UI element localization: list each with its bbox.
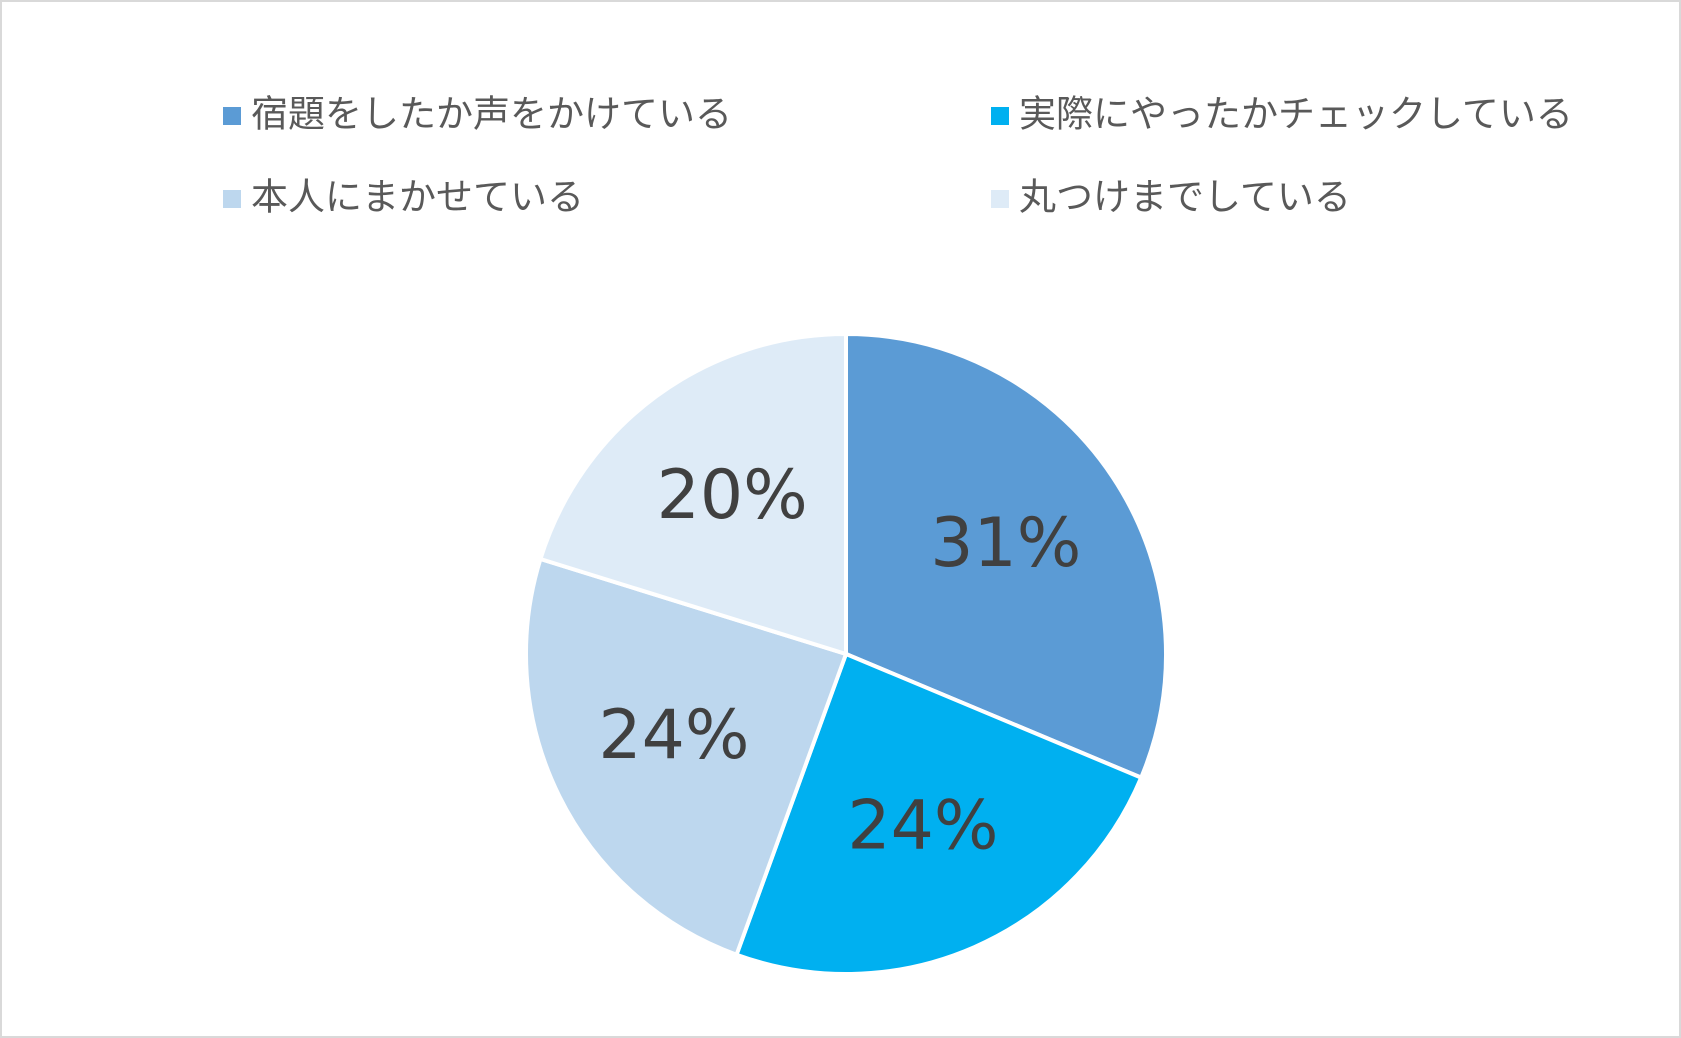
data-label: 24% (847, 786, 998, 865)
pie-slice (733, 651, 1144, 976)
pie-slice (537, 331, 848, 657)
data-label: 31% (930, 504, 1081, 583)
legend-swatch (991, 190, 1009, 208)
pie-slice (524, 556, 849, 958)
legend-swatch (991, 107, 1009, 125)
legend-label: 本人にまかせている (251, 176, 584, 219)
legend-swatch (223, 107, 241, 125)
data-label: 24% (598, 696, 749, 775)
legend-swatch (223, 190, 241, 208)
pie-slice (844, 331, 1168, 781)
legend-label: 丸つけまでしている (1019, 176, 1351, 219)
data-label: 20% (657, 456, 808, 535)
legend-label: 宿題をしたか声をかけている (251, 93, 732, 136)
legend-label: 実際にやったかチェックしている (1019, 93, 1573, 136)
